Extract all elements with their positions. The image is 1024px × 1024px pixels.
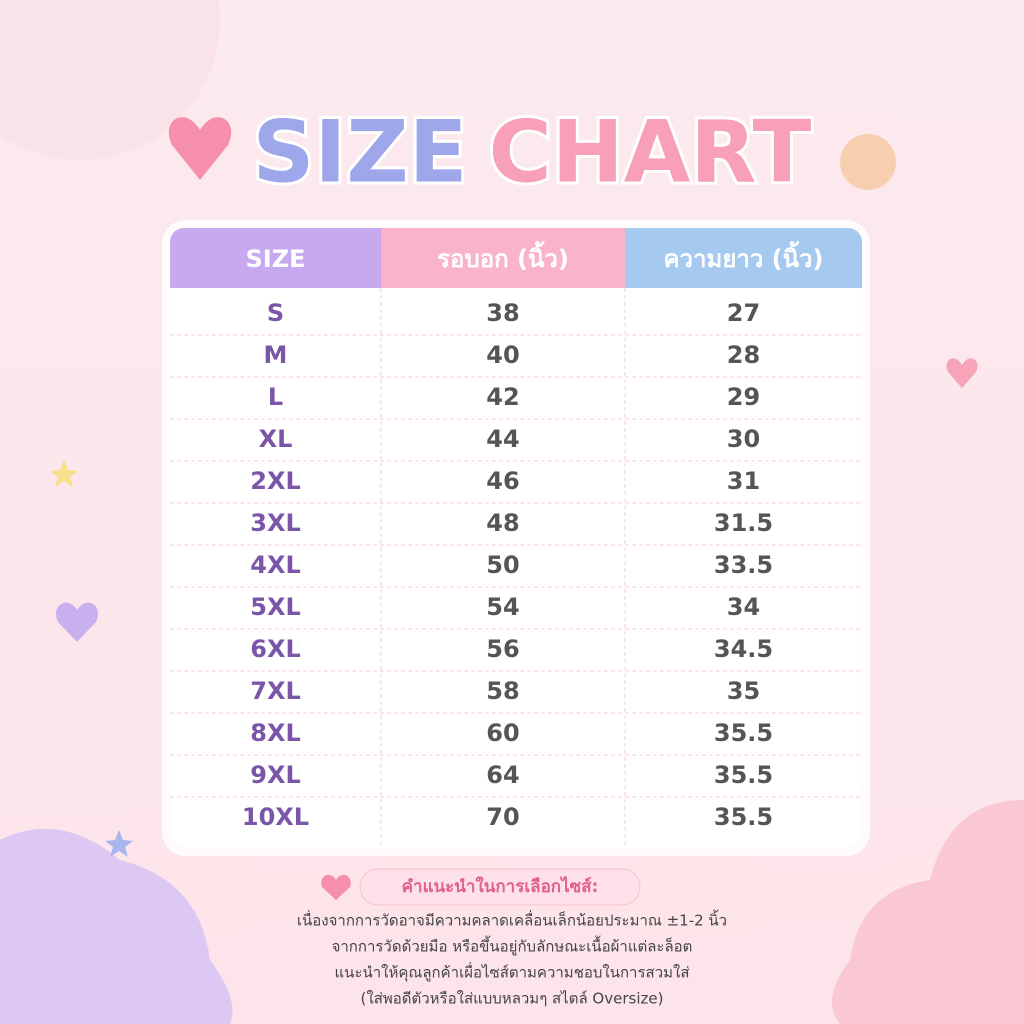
- size-label: XL: [259, 425, 293, 453]
- note-line: แนะนำให้คุณลูกค้าเผื่อไซส์ตามความชอบในกา…: [335, 962, 690, 983]
- size-label: 8XL: [250, 719, 301, 747]
- decor-star: [105, 830, 133, 857]
- size-label: 3XL: [250, 509, 301, 537]
- note-title: คำแนะนำในการเลือกไซส์:: [402, 876, 599, 897]
- measure-value: 42: [486, 383, 519, 411]
- measure-value: 29: [727, 383, 760, 411]
- measure-value: 44: [486, 425, 519, 453]
- measure-value: 50: [486, 551, 519, 579]
- measure-value: 48: [486, 509, 519, 537]
- measure-value: 38: [486, 299, 519, 327]
- measure-value: 31: [727, 467, 760, 495]
- header-cell: [170, 260, 381, 288]
- measure-value: 35.5: [714, 761, 773, 789]
- measure-value: 46: [486, 467, 519, 495]
- size-label: 5XL: [250, 593, 301, 621]
- measure-value: 70: [486, 803, 519, 831]
- measure-value: 27: [727, 299, 760, 327]
- measure-value: 40: [486, 341, 519, 369]
- size-label: L: [268, 383, 283, 411]
- decor-heart: [321, 874, 351, 900]
- size-label: M: [264, 341, 288, 369]
- note-lines: เนื่องจากการวัดอาจมีความคลาดเคลื่อนเล็กน…: [297, 910, 727, 1008]
- measure-value: 60: [486, 719, 519, 747]
- size-label: 10XL: [242, 803, 309, 831]
- measure-value: 58: [486, 677, 519, 705]
- note-line: (ใส่พอดีตัวหรือใส่แบบหลวมๆ สไตล์ Oversiz…: [361, 990, 664, 1008]
- size-label: 9XL: [250, 761, 301, 789]
- decor-star: [50, 460, 78, 487]
- header-cell: [625, 260, 862, 288]
- measure-value: 35.5: [714, 719, 773, 747]
- header-text: SIZE: [245, 245, 305, 273]
- measure-value: 34: [727, 593, 760, 621]
- decor-cloud: [0, 828, 233, 1024]
- table: SIZE รอบอก (นิ้ว) ความยาว (นิ้ว) S 38 27 M 40 28…: [170, 228, 862, 846]
- decor-hands: [840, 134, 896, 190]
- decor-cloud: [0, 0, 220, 160]
- measure-value: 54: [486, 593, 519, 621]
- measure-value: 34.5: [714, 635, 773, 663]
- note-line: เนื่องจากการวัดอาจมีความคลาดเคลื่อนเล็กน…: [297, 910, 727, 930]
- size-label: S: [267, 299, 284, 327]
- header-text: รอบอก (นิ้ว): [437, 240, 569, 273]
- decor-cloud: [832, 800, 1024, 1024]
- measure-value: 64: [486, 761, 519, 789]
- decor-heart: [168, 117, 232, 180]
- measure-value: 56: [486, 635, 519, 663]
- measure-value: 35: [727, 677, 760, 705]
- size-label: 7XL: [250, 677, 301, 705]
- measure-value: 35.5: [714, 803, 773, 831]
- table-card: [170, 228, 862, 848]
- decor-heart: [946, 358, 978, 388]
- note-pill: [359, 868, 641, 906]
- measure-value: 28: [727, 341, 760, 369]
- header-cell: [381, 260, 625, 288]
- note-line: จากการวัดด้วยมือ หรือขึ้นอยู่กับลักษณะเน…: [332, 936, 693, 956]
- measure-value: 30: [727, 425, 760, 453]
- measure-value: 33.5: [714, 551, 773, 579]
- decor-heart: [56, 602, 98, 642]
- measure-value: 31.5: [714, 509, 773, 537]
- size-label: 6XL: [250, 635, 301, 663]
- title-part1: SIZE: [252, 102, 467, 202]
- size-label: 4XL: [250, 551, 301, 579]
- size-label: 2XL: [250, 467, 301, 495]
- title-part2: CHART: [489, 102, 812, 202]
- header-text: ความยาว (นิ้ว): [663, 240, 823, 273]
